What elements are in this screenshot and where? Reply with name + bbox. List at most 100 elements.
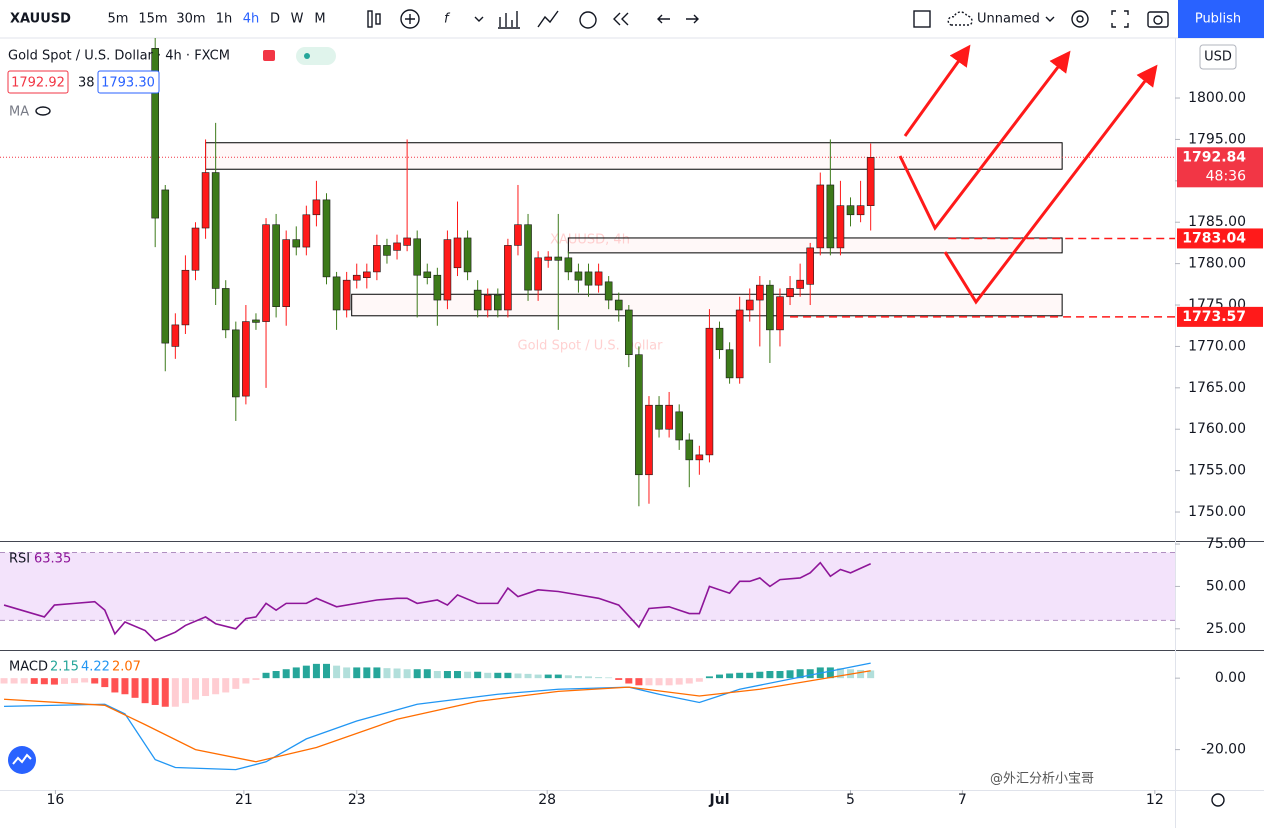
candle-body	[675, 411, 684, 441]
snapshot-button[interactable]	[1147, 11, 1169, 28]
histogram-bar	[756, 671, 764, 679]
candle-body	[201, 172, 210, 229]
zone	[351, 293, 1063, 317]
interval-button[interactable]: 15m	[138, 12, 167, 27]
histogram-bar	[343, 667, 351, 679]
candle-body	[302, 214, 311, 248]
undo-button[interactable]	[657, 14, 670, 24]
arrow[interactable]	[898, 50, 1071, 231]
candle-body	[836, 205, 845, 249]
ask-box[interactable]	[97, 70, 160, 94]
price-label-box	[1177, 228, 1263, 249]
interval-button[interactable]: M	[314, 12, 325, 27]
histogram-bar	[60, 678, 68, 684]
indicator-name: MACD	[9, 660, 48, 675]
publish-label: Publish	[1195, 12, 1241, 27]
histogram-bar	[544, 674, 552, 679]
histogram-bar	[443, 671, 451, 679]
zone	[567, 237, 1063, 254]
candle-body	[242, 321, 250, 397]
y-tick-label: 1760.00	[1188, 421, 1246, 437]
price-label: 1792.84	[1182, 149, 1246, 165]
candle-body	[262, 224, 270, 322]
interval-button[interactable]: D	[270, 12, 280, 27]
candle-body	[332, 276, 341, 311]
histogram-bar	[776, 671, 784, 679]
arrow[interactable]	[903, 44, 971, 137]
axis-settings[interactable]	[1211, 793, 1225, 807]
price-label: 1783.04	[1182, 230, 1246, 246]
histogram-bar	[736, 672, 744, 679]
interval-button[interactable]: 30m	[176, 12, 205, 27]
candle-body	[161, 189, 170, 344]
toolbar-icons: f	[367, 9, 1169, 29]
financials-button[interactable]	[498, 11, 520, 29]
currency-box[interactable]	[1199, 44, 1237, 70]
alert-button[interactable]	[579, 11, 597, 29]
histogram-bar	[766, 671, 774, 679]
y-tick-label: 0.00	[1215, 670, 1246, 686]
candle-body	[816, 184, 825, 249]
fullscreen-button[interactable]	[1111, 10, 1129, 28]
histogram-bar	[373, 667, 381, 679]
histogram-bar	[645, 678, 653, 686]
candle-body	[181, 269, 190, 326]
candle-body	[534, 257, 542, 291]
interval-button[interactable]: 1h	[216, 12, 233, 27]
y-tick-label: 1755.00	[1188, 463, 1246, 479]
flag-icon[interactable]	[263, 50, 275, 61]
interval-button[interactable]: W	[291, 12, 304, 27]
histogram-bar	[705, 676, 713, 679]
interval-button[interactable]: 5m	[108, 12, 129, 27]
symbol-search[interactable]: XAUUSD	[10, 12, 71, 27]
candle-body	[695, 454, 704, 461]
candle-body	[423, 271, 432, 279]
histogram-bar	[836, 668, 844, 679]
publish-button[interactable]	[1178, 0, 1264, 38]
histogram-bar	[685, 678, 693, 684]
histogram-bar	[554, 674, 562, 679]
indicators-button[interactable]: f	[444, 12, 451, 27]
indicator-name: RSI	[9, 552, 30, 567]
price-label-box	[1177, 147, 1263, 188]
replay-button[interactable]	[613, 12, 629, 26]
histogram-bar	[796, 669, 804, 679]
candle-body	[221, 288, 230, 331]
histogram-bar	[454, 671, 462, 679]
histogram-bar	[786, 670, 794, 679]
redo-button[interactable]	[686, 14, 699, 24]
indicator-value: 4.22	[81, 660, 110, 675]
status-pill	[296, 47, 336, 65]
histogram-bar	[504, 672, 512, 679]
hide-icon[interactable]	[35, 106, 51, 116]
interval-button[interactable]: 4h	[243, 12, 260, 27]
settings-button[interactable]	[1071, 10, 1089, 28]
histogram-bar	[433, 671, 441, 679]
histogram-bar	[30, 678, 38, 684]
plus-icon	[405, 14, 415, 24]
histogram-bar	[50, 678, 58, 685]
arrow[interactable]	[943, 64, 1158, 305]
histogram-bar	[726, 673, 734, 679]
histogram-bar	[161, 678, 169, 707]
x-tick-label: 21	[235, 792, 253, 808]
histogram-bar	[141, 678, 149, 704]
compare-button[interactable]	[537, 10, 559, 28]
bid-box[interactable]	[7, 70, 69, 94]
indicator-add-button[interactable]	[400, 9, 420, 29]
histogram-bar	[312, 663, 320, 679]
select-button[interactable]	[913, 10, 931, 28]
bar-style-button[interactable]	[367, 10, 373, 28]
bar-style-icon	[375, 13, 381, 25]
logo[interactable]	[8, 746, 36, 774]
candle-body	[312, 199, 321, 216]
histogram-bar	[635, 678, 643, 686]
histogram-bar	[131, 678, 139, 698]
histogram-bar	[383, 668, 391, 679]
layout-name[interactable]: Unnamed	[977, 12, 1040, 27]
bid-price: 1792.92	[11, 76, 65, 91]
histogram-bar	[282, 669, 290, 679]
histogram-bar	[716, 674, 724, 679]
candle-body	[383, 245, 391, 256]
histogram-bar	[524, 673, 532, 679]
